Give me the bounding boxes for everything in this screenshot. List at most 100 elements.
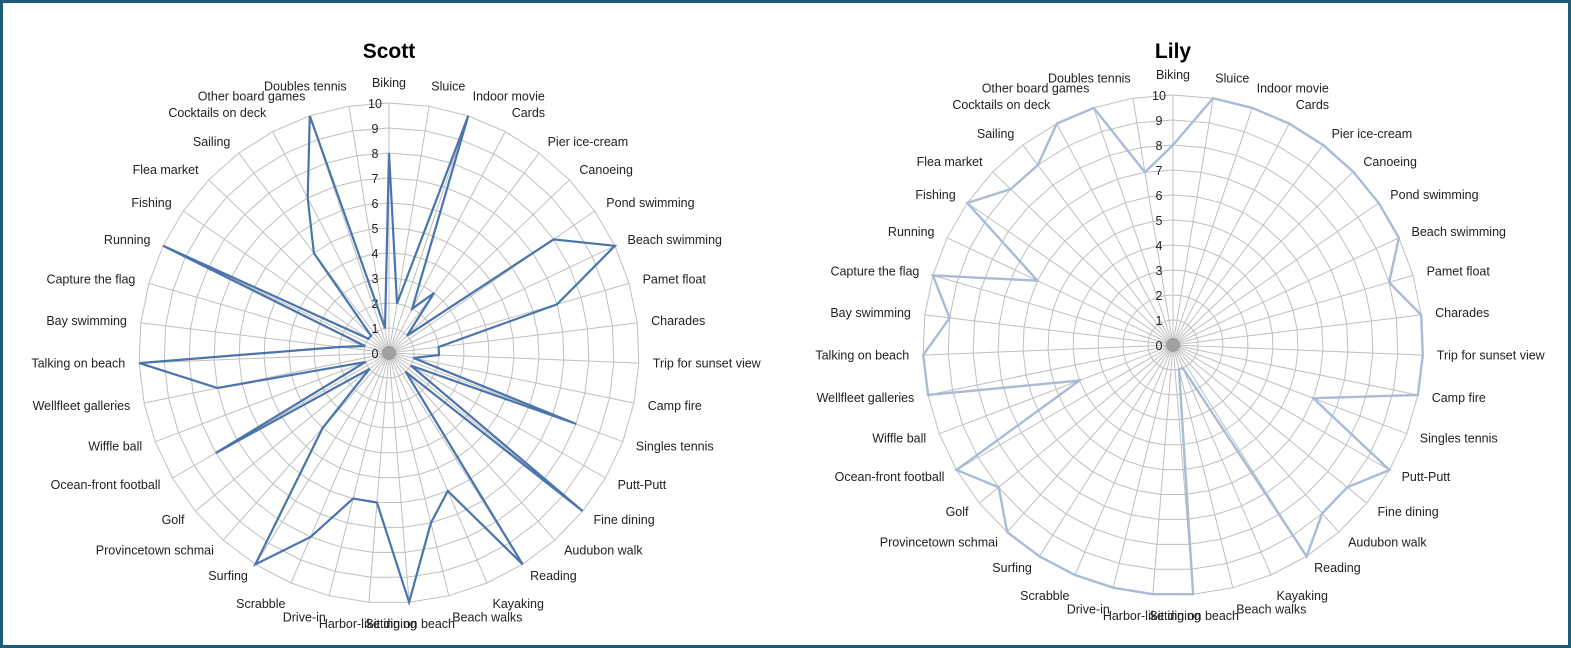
category-label: Beach swimming	[1412, 225, 1507, 239]
category-label: Fishing	[131, 196, 171, 210]
category-label: Pier ice-cream	[548, 135, 629, 149]
axis-spoke	[978, 344, 1174, 504]
axis-spoke	[1172, 274, 1414, 346]
category-label: Camp fire	[648, 399, 702, 413]
axis-spoke	[1172, 344, 1390, 471]
grid-ring	[138, 102, 640, 603]
category-label: Fine dining	[1378, 505, 1439, 519]
category-label: Wellfleet galleries	[33, 399, 131, 413]
category-label: Other board games	[982, 82, 1090, 96]
axis-spoke	[1022, 144, 1174, 346]
axis-spoke	[388, 352, 606, 479]
category-label: Beach swimming	[628, 233, 723, 247]
center-marker	[382, 346, 396, 360]
category-label: Sitting on beach	[365, 617, 455, 631]
grid-ring	[313, 277, 465, 429]
category-label: Capture the flag	[830, 265, 919, 279]
category-label: Kayaking	[1277, 589, 1328, 603]
grid-ring	[363, 327, 415, 379]
axis-spoke	[140, 322, 390, 354]
axis-spoke	[348, 106, 390, 354]
axis-spoke	[1172, 171, 1354, 346]
axis-spoke	[328, 352, 390, 596]
tick-label: 7	[1156, 164, 1163, 178]
tick-label: 1	[372, 322, 379, 336]
tick-label: 3	[1156, 264, 1163, 278]
category-label: Indoor movie	[1257, 82, 1329, 96]
tick-label: 7	[372, 172, 379, 186]
category-label: Sailing	[977, 127, 1015, 141]
category-label: Sailing	[193, 135, 231, 149]
axis-spoke	[1006, 344, 1174, 533]
tick-label: 8	[1156, 139, 1163, 153]
axis-spoke	[388, 352, 639, 364]
grid-ring	[1122, 294, 1224, 396]
category-label: Ocean-front football	[51, 478, 161, 492]
category-label: Running	[104, 233, 151, 247]
grid-ring	[997, 169, 1349, 520]
series-line-scott	[138, 115, 618, 607]
grid-ring	[1072, 244, 1274, 446]
axis-spoke	[388, 106, 430, 354]
axis-spoke	[1172, 314, 1422, 346]
chart-title-scott: Scott	[363, 40, 416, 63]
category-label: Cards	[1296, 98, 1329, 112]
category-label: Canoeing	[579, 163, 633, 177]
category-label: Audubon walk	[564, 544, 643, 558]
category-label: Flea market	[917, 155, 984, 169]
grid-ring	[238, 202, 540, 503]
axis-spoke	[388, 352, 410, 603]
category-label: Sitting on beach	[1149, 609, 1239, 623]
tick-label: 6	[1156, 189, 1163, 203]
category-label: Reading	[1314, 561, 1361, 575]
category-label: Harbor-like dining	[319, 617, 417, 631]
axis-spoke	[924, 314, 1174, 346]
tick-label: 4	[372, 247, 379, 261]
category-label: Reading	[530, 569, 577, 583]
category-label: Sluice	[431, 79, 465, 93]
tick-label: 8	[372, 147, 379, 161]
axis-spoke	[388, 322, 638, 354]
axis-spoke	[143, 352, 390, 404]
category-label: Other board games	[198, 90, 306, 104]
category-label: Biking	[372, 76, 406, 90]
axis-spoke	[254, 352, 390, 565]
category-label: Wiffle ball	[88, 440, 142, 454]
grid-ring	[1097, 269, 1249, 421]
category-label: Doubles tennis	[264, 79, 347, 93]
category-label: Pond swimming	[1390, 188, 1478, 202]
category-label: Kayaking	[493, 597, 544, 611]
category-label: Bay swimming	[46, 314, 127, 328]
category-label: Flea market	[133, 163, 200, 177]
grid-ring	[188, 152, 590, 553]
axis-spoke	[1172, 237, 1400, 346]
category-label: Pamet float	[643, 273, 707, 287]
grid-ring	[288, 252, 490, 454]
axis-spoke	[1172, 344, 1423, 356]
category-label: Ocean-front football	[835, 470, 945, 484]
axis-spoke	[388, 179, 570, 354]
axis-spoke	[148, 282, 390, 354]
tick-label: 10	[1152, 89, 1166, 103]
axis-spoke	[1093, 107, 1174, 346]
chart-title-lily: Lily	[1155, 40, 1191, 63]
axis-spoke	[194, 352, 390, 512]
category-label: Provincetown schmai	[96, 544, 214, 558]
axis-spoke	[388, 115, 469, 354]
category-label: Beach walks	[452, 610, 522, 624]
axis-spoke	[1074, 344, 1174, 576]
category-label: Singles tennis	[636, 440, 714, 454]
category-label: Talking on beach	[815, 349, 909, 363]
category-label: Beach walks	[1236, 602, 1306, 616]
category-label: Pier ice-cream	[1332, 127, 1413, 141]
category-label: Scrabble	[236, 597, 285, 611]
grid-ring	[263, 227, 515, 479]
category-label: Cocktails on deck	[168, 106, 267, 120]
category-label: Charades	[651, 314, 705, 328]
category-label: Doubles tennis	[1048, 71, 1131, 85]
axis-spoke	[1172, 144, 1324, 346]
tick-label: 5	[1156, 214, 1163, 228]
category-label: Audubon walk	[1348, 536, 1427, 550]
